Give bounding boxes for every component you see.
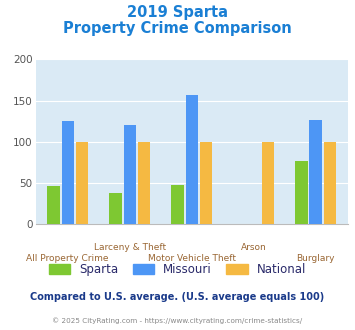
Bar bbox=[200, 142, 212, 224]
Bar bbox=[171, 185, 184, 224]
Bar bbox=[324, 142, 336, 224]
Bar bbox=[138, 142, 150, 224]
Legend: Sparta, Missouri, National: Sparta, Missouri, National bbox=[44, 258, 311, 281]
Text: 2019 Sparta: 2019 Sparta bbox=[127, 5, 228, 20]
Bar bbox=[76, 142, 88, 224]
Bar bbox=[61, 121, 74, 224]
Bar bbox=[47, 186, 60, 224]
Text: All Property Crime: All Property Crime bbox=[27, 254, 109, 263]
Text: Larceny & Theft: Larceny & Theft bbox=[94, 243, 166, 251]
Bar bbox=[186, 95, 198, 224]
Bar bbox=[310, 120, 322, 224]
Bar bbox=[124, 125, 136, 224]
Bar bbox=[295, 161, 308, 224]
Bar bbox=[109, 193, 122, 224]
Bar bbox=[262, 142, 274, 224]
Text: Arson: Arson bbox=[241, 243, 267, 251]
Text: Property Crime Comparison: Property Crime Comparison bbox=[63, 21, 292, 36]
Text: Burglary: Burglary bbox=[296, 254, 335, 263]
Text: © 2025 CityRating.com - https://www.cityrating.com/crime-statistics/: © 2025 CityRating.com - https://www.city… bbox=[53, 317, 302, 324]
Text: Compared to U.S. average. (U.S. average equals 100): Compared to U.S. average. (U.S. average … bbox=[31, 292, 324, 302]
Text: Motor Vehicle Theft: Motor Vehicle Theft bbox=[148, 254, 236, 263]
